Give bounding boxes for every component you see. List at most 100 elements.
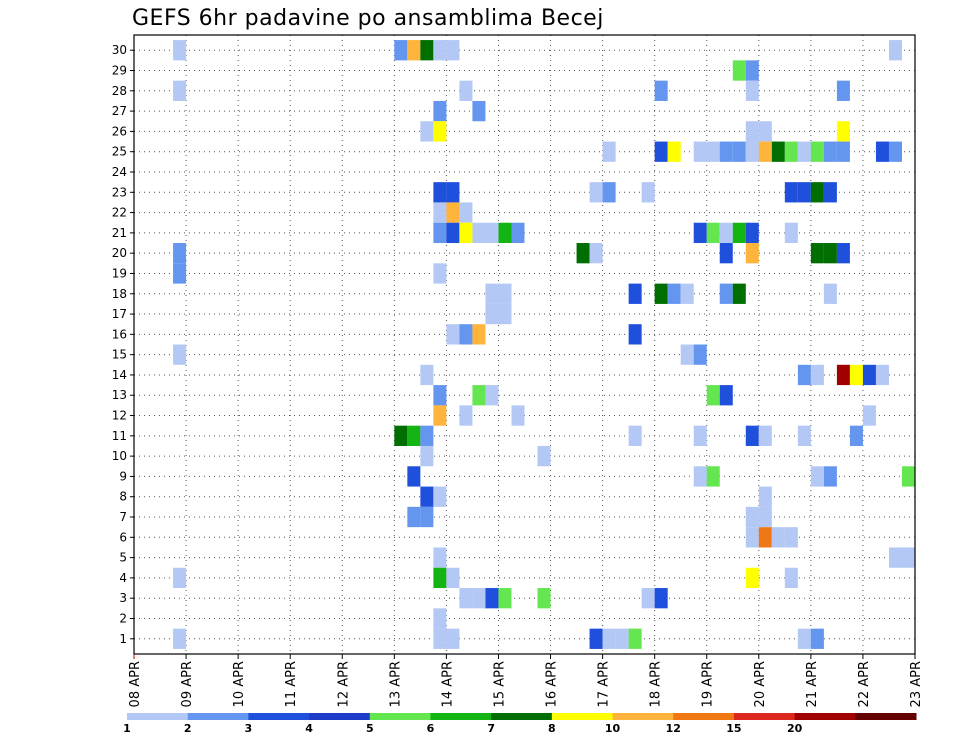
heatmap-cell <box>433 628 447 649</box>
heatmap-cell <box>511 222 525 244</box>
heatmap-cell <box>888 40 902 61</box>
heatmap-cell <box>433 405 447 426</box>
x-tick-label: 18 APR <box>649 661 664 707</box>
heatmap-cell <box>433 182 447 203</box>
heatmap-cell <box>745 527 759 548</box>
heatmap-cell <box>394 425 408 446</box>
heatmap-cell <box>628 283 642 304</box>
heatmap-cell <box>459 324 473 345</box>
legend-swatch <box>733 713 796 720</box>
heatmap-cell <box>849 364 863 386</box>
heatmap-cell <box>433 222 447 244</box>
heatmap-cell <box>797 425 811 446</box>
heatmap-cell <box>472 222 486 244</box>
heatmap-cell <box>433 202 447 223</box>
heatmap-cell <box>472 588 486 609</box>
x-tick-label: 14 APR <box>440 661 455 707</box>
heatmap-cell <box>797 364 811 386</box>
heatmap-cell <box>706 385 720 406</box>
heatmap-cell <box>459 80 473 101</box>
heatmap-cell <box>732 222 746 244</box>
legend-swatch <box>673 713 735 720</box>
heatmap-cell <box>849 425 863 446</box>
heatmap-cell <box>485 222 499 244</box>
y-tick-label: 24 <box>112 165 127 179</box>
heatmap-cell <box>433 385 447 406</box>
heatmap-cell <box>589 628 603 649</box>
y-tick-label: 8 <box>119 490 127 504</box>
y-tick-label: 20 <box>112 246 127 260</box>
heatmap-cell <box>836 243 850 264</box>
legend-swatch <box>430 713 492 720</box>
heatmap-cell <box>758 506 772 528</box>
heatmap-cell <box>602 182 616 203</box>
heatmap-cell <box>758 527 772 548</box>
heatmap-cell <box>485 385 499 406</box>
heatmap-cell <box>719 222 733 244</box>
heatmap-cell <box>602 628 616 649</box>
y-tick-label: 30 <box>112 43 127 57</box>
y-tick-label: 23 <box>112 185 127 199</box>
legend-label: 15 <box>726 722 741 735</box>
y-tick-label: 6 <box>119 530 127 544</box>
heatmap-cell <box>745 121 759 142</box>
heatmap-cell <box>173 344 187 365</box>
heatmap-cell <box>628 425 642 446</box>
heatmap-cell <box>758 486 772 507</box>
legend-swatch <box>491 713 553 720</box>
heatmap-cell <box>888 547 902 568</box>
heatmap-cell <box>446 182 460 203</box>
heatmap-cell <box>498 588 512 609</box>
legend-label: 8 <box>548 722 556 735</box>
x-tick-label: 20 APR <box>753 661 768 707</box>
heatmap-cell <box>498 222 512 244</box>
heatmap-cell <box>693 425 707 446</box>
x-tick-label: 12 APR <box>336 661 351 707</box>
legend-swatch <box>855 713 917 720</box>
heatmap-cell <box>745 425 759 446</box>
heatmap-cell <box>498 303 512 325</box>
heatmap-cell <box>407 425 421 446</box>
heatmap-cell <box>836 364 850 386</box>
heatmap-cell <box>485 283 499 304</box>
heatmap-cell <box>758 121 772 142</box>
legend-swatch <box>187 713 249 720</box>
heatmap-cell <box>433 547 447 568</box>
x-tick-label: 11 APR <box>284 661 299 707</box>
heatmap-cell <box>420 121 434 142</box>
chart-title: GEFS 6hr padavine po ansamblima Becej <box>132 6 604 31</box>
heatmap-cell <box>459 588 473 609</box>
heatmap-cell <box>654 80 668 101</box>
heatmap-cell <box>901 547 915 568</box>
legend-label: 20 <box>787 722 803 735</box>
legend-swatch <box>794 713 856 720</box>
heatmap-cell <box>407 40 421 61</box>
heatmap-cell <box>472 324 486 345</box>
heatmap-cell <box>784 527 798 548</box>
y-tick-label: 13 <box>112 388 127 402</box>
y-tick-label: 4 <box>119 571 127 585</box>
y-tick-label: 12 <box>112 409 127 423</box>
heatmap-cell <box>628 628 642 649</box>
heatmap-cell <box>420 486 434 507</box>
x-tick-label: 17 APR <box>597 661 612 707</box>
heatmap-cell <box>693 222 707 244</box>
heatmap-cell <box>433 608 447 629</box>
heatmap-cell <box>823 466 837 487</box>
heatmap-cell <box>784 182 798 203</box>
y-tick-label: 18 <box>112 287 127 301</box>
heatmap-cell <box>498 283 512 304</box>
heatmap-cell <box>407 466 421 487</box>
legend-label: 5 <box>366 722 374 735</box>
heatmap-cell <box>745 80 759 101</box>
heatmap-cell <box>771 527 785 548</box>
heatmap-cell <box>810 141 824 162</box>
heatmap-cell <box>836 121 850 142</box>
heatmap-cell <box>472 385 486 406</box>
heatmap-cell <box>732 283 746 304</box>
y-tick-label: 19 <box>112 266 127 280</box>
x-tick-label: 08 APR <box>128 661 143 707</box>
plot-frame <box>133 34 916 655</box>
heatmap-cell <box>693 141 707 162</box>
x-tick-label: 21 APR <box>805 661 820 707</box>
